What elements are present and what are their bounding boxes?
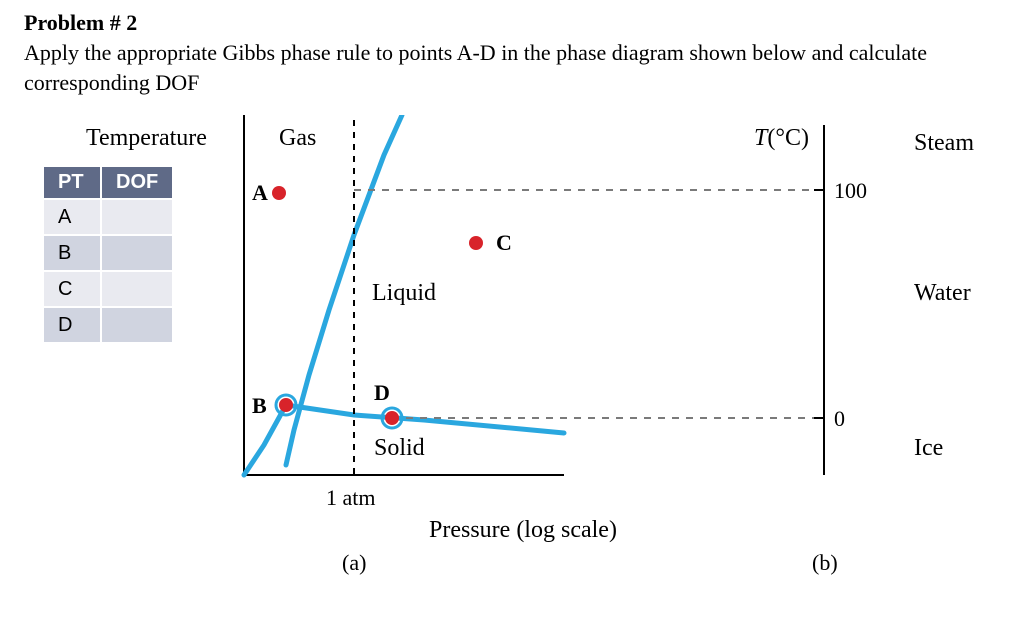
point-label-D: D (374, 380, 390, 405)
cell-pt: C (43, 271, 101, 307)
t-tick-label: 100 (834, 178, 867, 203)
point-B (279, 398, 293, 412)
phase-side-label: Steam (914, 130, 974, 156)
table-row: C (43, 271, 173, 307)
gas-label: Gas (279, 125, 316, 151)
cell-dof (101, 307, 173, 343)
table-row: B (43, 235, 173, 271)
table-row: D (43, 307, 173, 343)
point-D (385, 411, 399, 425)
problem-prompt: Apply the appropriate Gibbs phase rule t… (24, 38, 1000, 97)
phase-side-label: Ice (914, 435, 943, 461)
point-label-C: C (496, 230, 512, 255)
subplot-b-label: (b) (812, 550, 838, 575)
point-A (272, 186, 286, 200)
subplot-a-label: (a) (342, 550, 366, 575)
table-row: A (43, 199, 173, 235)
cell-dof (101, 235, 173, 271)
t-tick-label: 0 (834, 406, 845, 431)
point-label-B: B (252, 393, 267, 418)
phase-side-label: Water (914, 280, 971, 306)
point-C (469, 236, 483, 250)
page: Problem # 2 Apply the appropriate Gibbs … (0, 0, 1024, 639)
t-axis-label: T(°C) (754, 125, 809, 151)
temperature-label: Temperature (86, 125, 207, 152)
problem-title: Problem # 2 (24, 10, 1000, 36)
th-pt: PT (43, 166, 101, 199)
point-label-A: A (252, 180, 268, 205)
th-dof: DOF (101, 166, 173, 199)
phase-diagram-svg: Gas Liquid Solid A B C D 1 atm Pressure (log sca… (224, 115, 1024, 575)
pressure-axis-label: Pressure (log scale) (429, 517, 617, 543)
cell-dof (101, 199, 173, 235)
cell-dof (101, 271, 173, 307)
solid-label: Solid (374, 435, 425, 461)
cell-pt: B (43, 235, 101, 271)
cell-pt: D (43, 307, 101, 343)
table-header-row: PT DOF (43, 166, 173, 199)
liquid-label: Liquid (372, 280, 436, 306)
phase-diagram: Gas Liquid Solid A B C D 1 atm Pressure (log sca… (224, 115, 1024, 575)
content-area: Temperature PT DOF A B C D Gas Liquid Soli… (24, 115, 1000, 635)
one-atm-label: 1 atm (326, 485, 376, 510)
cell-pt: A (43, 199, 101, 235)
dof-table: PT DOF A B C D (42, 165, 174, 344)
